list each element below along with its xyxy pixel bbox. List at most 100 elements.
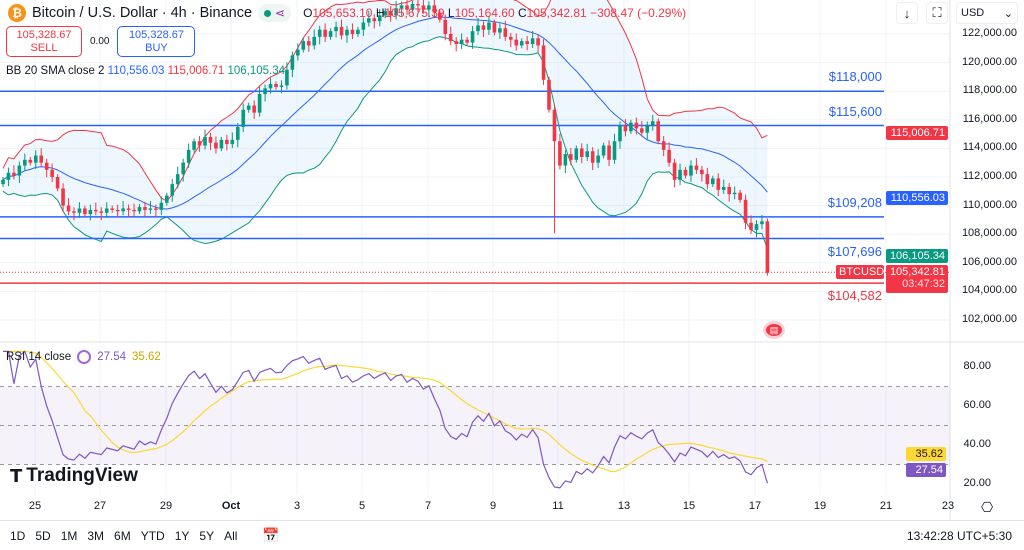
time-tick: 13 — [617, 500, 631, 512]
tv-logo-icon: 𝗧 — [10, 465, 23, 486]
candle-body — [39, 155, 44, 163]
tradingview-logo[interactable]: 𝗧 TradingView — [10, 465, 138, 486]
time-tick: 15 — [682, 500, 696, 512]
candle-body — [727, 187, 731, 195]
candle-body — [487, 22, 491, 30]
candle-body — [159, 202, 164, 210]
candle-body — [749, 222, 753, 230]
bb-basis-line — [2, 16, 768, 210]
candle-body — [339, 26, 344, 36]
candle-body — [186, 149, 191, 163]
candle-body — [519, 41, 524, 46]
candle-body — [143, 207, 147, 210]
timeframe-5d[interactable]: 5D — [35, 529, 51, 543]
candle-body — [623, 125, 628, 132]
candle-body — [274, 84, 278, 87]
timeframe-6m[interactable]: 6M — [114, 529, 131, 543]
time-tick: 23 — [941, 500, 955, 512]
level-label[interactable]: $104,582 — [827, 288, 882, 304]
level-label[interactable]: $115,600 — [828, 103, 882, 119]
candle-body — [612, 141, 617, 160]
timeframe-1y[interactable]: 1Y — [174, 529, 190, 543]
symbol-title[interactable]: Bitcoin / U.S. Dollar · 4h · Binance — [32, 5, 253, 21]
candle-body — [197, 141, 202, 146]
candle-body — [208, 136, 213, 143]
candle-body — [481, 25, 486, 30]
candle-body — [394, 8, 398, 16]
candle-body — [181, 162, 185, 175]
time-tick: 5 — [358, 500, 366, 512]
candle-body — [230, 139, 235, 145]
candle-body — [459, 39, 464, 45]
bb-lower-badge: 106,105.34 — [886, 249, 948, 263]
sell-button[interactable]: 105,328.67 SELL — [6, 26, 82, 57]
rsi-tick: 40.00 — [963, 438, 991, 450]
candle-body — [252, 105, 256, 113]
price-tick: 108,000.00 — [961, 227, 1017, 240]
price-tick: 120,000.00 — [961, 55, 1017, 68]
candle-body — [383, 11, 387, 16]
candle-body — [607, 145, 611, 160]
date-range-icon[interactable]: 📅 — [262, 527, 280, 543]
level-label[interactable]: $109,208 — [827, 194, 882, 210]
time-tick: 9 — [489, 500, 497, 512]
price-change: −308.47 (−0.29%) — [590, 6, 687, 20]
fullscreen-icon[interactable]: ⛶ — [926, 2, 948, 24]
candle-body — [465, 39, 469, 43]
symbol-legend: ₿ Bitcoin / U.S. Dollar · 4h · Binance ⋖… — [8, 4, 686, 22]
time-tick: 17 — [748, 500, 762, 512]
level-label[interactable]: $107,696 — [827, 243, 882, 259]
candle-body — [427, 5, 431, 10]
candle-body — [28, 159, 33, 163]
timeframe-ytd[interactable]: YTD — [140, 529, 165, 543]
candle-body — [33, 155, 38, 163]
level-label[interactable]: $118,000 — [828, 69, 882, 85]
rsi-ma-badge: 35.62 — [906, 447, 946, 461]
events-icon[interactable]: ▤ — [763, 321, 785, 339]
candle-body — [689, 165, 693, 176]
candle-body — [257, 94, 262, 113]
candle-body — [541, 45, 546, 80]
candle-body — [175, 174, 180, 185]
candle-body — [290, 55, 295, 70]
candle-body — [6, 172, 11, 180]
timeframe-all[interactable]: All — [224, 529, 238, 543]
candle-body — [148, 208, 153, 210]
candle-body — [235, 126, 240, 140]
buy-button[interactable]: 105,328.67 BUY — [117, 26, 196, 57]
candle-body — [23, 159, 27, 166]
candle-body — [219, 139, 224, 149]
rsi-legend[interactable]: RSI 14 close 27.54 35.62 — [6, 350, 161, 364]
candle-body — [743, 199, 748, 223]
timeframe-5y[interactable]: 5Y — [199, 529, 215, 543]
bb-fill — [3, 0, 768, 250]
currency-select[interactable]: USD ⌄ — [956, 2, 1018, 24]
candle-body — [345, 29, 349, 36]
arrow-down-icon[interactable]: ↓ — [896, 2, 918, 24]
candle-body — [350, 29, 355, 34]
bb-legend[interactable]: BB 20 SMA close 2 110,556.03 115,006.71 … — [6, 65, 286, 77]
candle-body — [377, 15, 382, 22]
timeframe-1m[interactable]: 1M — [60, 529, 78, 543]
bb-upper-line — [2, 0, 768, 202]
candle-body — [225, 139, 229, 145]
clock[interactable]: 13:42:28 UTC+5:30 — [906, 529, 1012, 543]
settings-icon[interactable]: ⎔ — [981, 499, 994, 515]
bb-basis-badge: 110,556.03 — [886, 191, 948, 205]
price-tick: 112,000.00 — [962, 170, 1017, 182]
market-status[interactable]: ⋖ — [258, 4, 292, 22]
candle-body — [263, 88, 267, 95]
candle-body — [645, 125, 650, 133]
timeframe-3m[interactable]: 3M — [87, 529, 105, 543]
time-tick: 11 — [552, 500, 564, 512]
candle-body — [77, 208, 82, 213]
candle-body — [661, 141, 666, 150]
candle-body — [399, 5, 404, 9]
candle-body — [416, 3, 420, 6]
timeframe-1d[interactable]: 1D — [10, 529, 26, 543]
candle-body — [705, 174, 710, 185]
candle-body — [667, 149, 671, 163]
price-tick: 114,000.00 — [962, 141, 1017, 154]
candle-body — [738, 192, 742, 200]
